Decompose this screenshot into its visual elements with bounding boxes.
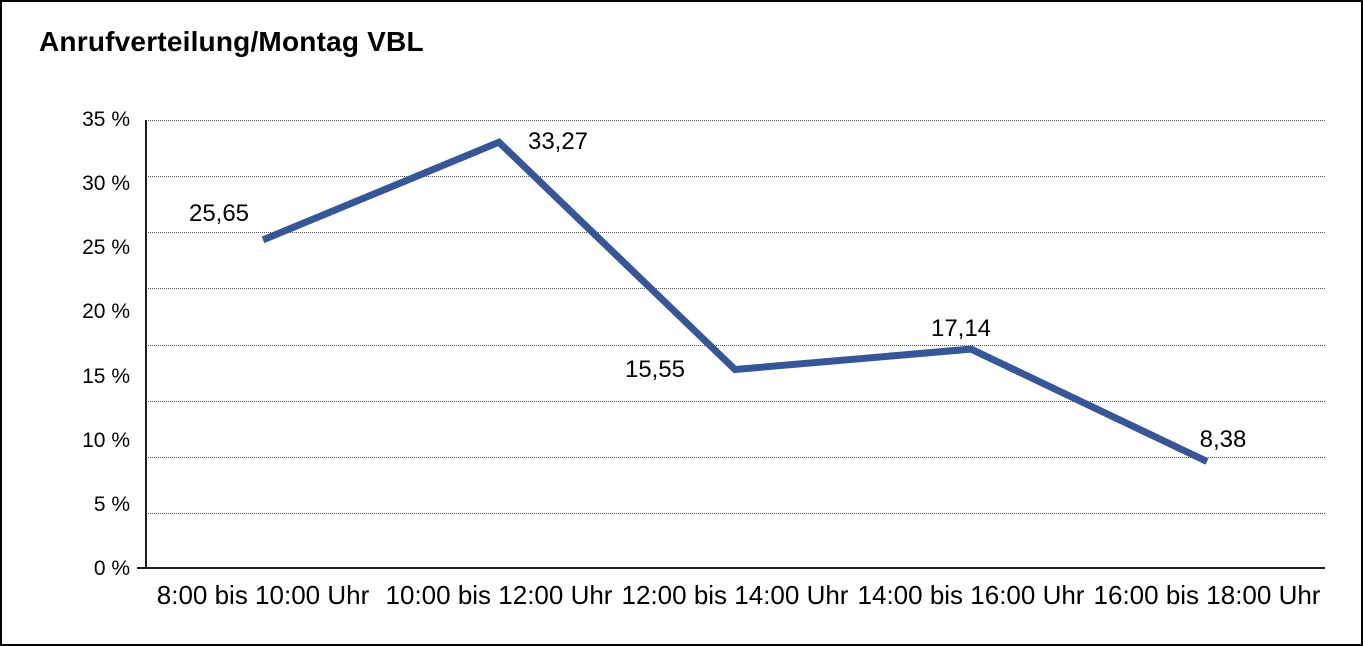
x-axis-line xyxy=(137,567,1325,569)
x-tick-label: 8:00 bis 10:00 Uhr xyxy=(156,580,370,610)
y-tick-label: 5 % xyxy=(93,492,130,516)
gridline xyxy=(145,176,1325,178)
y-axis-line xyxy=(145,120,147,569)
data-point-label: 15,55 xyxy=(624,355,686,383)
gridline xyxy=(145,288,1325,290)
y-tick-label: 0 % xyxy=(93,557,130,580)
x-tick-label: 10:00 bis 12:00 Uhr xyxy=(385,580,613,610)
data-point-label: 33,27 xyxy=(527,128,589,156)
chart-title: Anrufverteilung/Montag VBL xyxy=(39,26,424,57)
data-point-label: 8,38 xyxy=(1199,426,1247,454)
plot-area: 25,65 33,27 15,55 17,14 8,38 xyxy=(137,120,1325,569)
gridline xyxy=(145,120,1325,121)
gridline xyxy=(145,232,1325,234)
x-tick-label: 12:00 bis 14:00 Uhr xyxy=(621,580,849,610)
y-tick-label: 25 % xyxy=(82,236,130,260)
data-line-svg xyxy=(261,138,1209,465)
x-tick-label: 14:00 bis 16:00 Uhr xyxy=(857,580,1085,610)
y-tick-label: 15 % xyxy=(82,364,130,388)
data-line xyxy=(261,138,1209,465)
x-tick-label: 16:00 bis 18:00 Uhr xyxy=(1093,580,1321,610)
gridline xyxy=(145,512,1325,514)
y-tick-label: 30 % xyxy=(82,172,130,196)
gridline xyxy=(145,456,1325,458)
gridline xyxy=(145,400,1325,402)
data-point-label: 25,65 xyxy=(188,199,250,227)
y-tick-label: 10 % xyxy=(82,428,130,452)
data-point-label: 17,14 xyxy=(930,315,992,343)
y-tick-label: 35 % xyxy=(82,108,130,131)
gridline xyxy=(145,344,1325,346)
y-tick-label: 20 % xyxy=(82,300,130,324)
